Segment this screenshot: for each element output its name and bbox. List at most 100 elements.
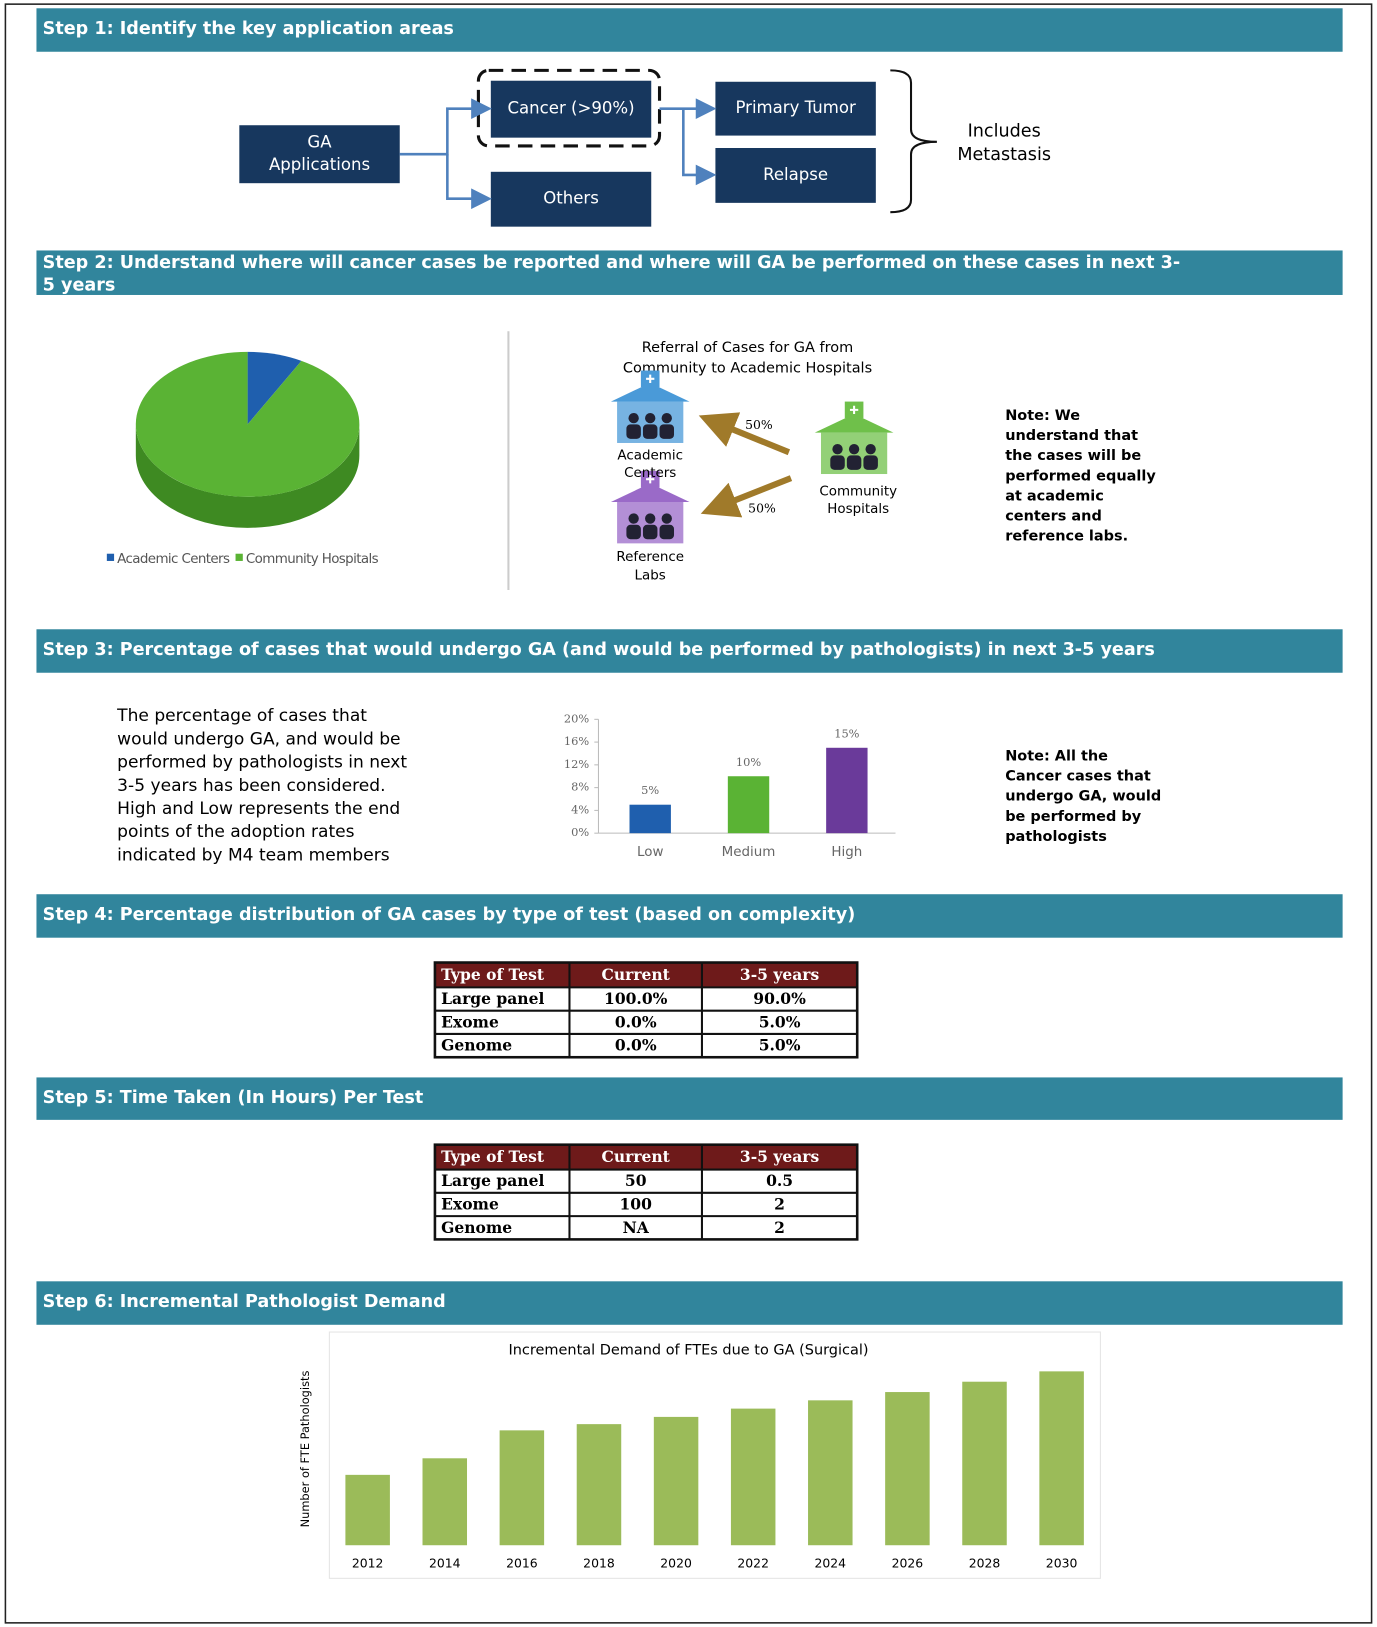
x-tick-label: 2012	[352, 1555, 384, 1570]
brace-note: Metastasis	[957, 145, 1051, 165]
chart-title: Incremental Demand of FTEs due to GA (Su…	[508, 1343, 868, 1359]
brace-note: Includes	[968, 121, 1041, 141]
icon-label: Reference	[616, 550, 684, 565]
table-cell: 0.0%	[615, 1012, 657, 1031]
community-icon	[865, 444, 876, 455]
icon-label: Academic	[617, 448, 683, 463]
note-text: Note: We	[1005, 408, 1080, 424]
note-text: Note: All the	[1005, 749, 1108, 765]
step-header	[36, 8, 1343, 52]
table-cell: 2	[774, 1218, 785, 1237]
x-tick-label: 2016	[506, 1555, 538, 1570]
node	[715, 148, 876, 203]
pie-side	[135, 424, 360, 528]
bar	[885, 1392, 930, 1546]
connector	[399, 98, 492, 156]
node	[490, 80, 652, 138]
body-text: The percentage of cases that	[116, 706, 367, 726]
connector	[446, 154, 492, 210]
x-tick-label: 2028	[969, 1555, 1001, 1570]
legend-label: Community Hospitals	[246, 552, 379, 567]
node	[239, 125, 400, 184]
node-label: Relapse	[763, 165, 828, 184]
table-cell: Large panel	[441, 989, 544, 1008]
table-header: 3-5 years	[740, 965, 820, 984]
academic-icon	[659, 424, 675, 439]
node-label: GA	[307, 132, 332, 151]
x-tick-label: 2020	[660, 1555, 692, 1570]
table-header: Type of Test	[441, 1147, 545, 1166]
academic-icon	[661, 412, 672, 424]
y-tick-label: 0%	[571, 825, 589, 839]
node-label: Cancer (>90%)	[507, 99, 634, 118]
x-tick-label: Medium	[722, 845, 776, 860]
referral-title: Referral of Cases for GA from	[642, 340, 853, 356]
step-header	[36, 629, 1343, 673]
y-tick-label: 12%	[564, 757, 589, 771]
y-tick-label: 8%	[571, 780, 589, 794]
legend-swatch	[106, 553, 115, 561]
body-text: performed by pathologists in next	[117, 753, 407, 773]
academic-icon	[642, 424, 658, 439]
table-cell: 5.0%	[759, 1012, 801, 1031]
y-tick-label: 4%	[571, 802, 589, 816]
note-text: Cancer cases that	[1005, 769, 1151, 785]
step-header	[36, 894, 1343, 938]
step-header	[36, 1281, 1343, 1325]
x-tick-label: 2014	[429, 1555, 461, 1570]
note-text: at academic	[1005, 488, 1104, 504]
community-icon	[863, 455, 878, 470]
table-cell: Genome	[441, 1036, 512, 1055]
referral-arrow	[700, 475, 793, 518]
table-header-bg	[434, 1144, 858, 1170]
step-header-text: Step 4: Percentage distribution of GA ca…	[43, 905, 856, 925]
table-cell: Exome	[441, 1195, 499, 1214]
table-cell: 90.0%	[753, 989, 806, 1008]
bar	[1039, 1371, 1084, 1546]
academic-icon	[646, 374, 655, 383]
dashed-box	[476, 68, 662, 148]
y-tick-label: 16%	[564, 734, 589, 748]
note-text: undergo GA, would	[1005, 789, 1161, 805]
table-header-bg	[434, 962, 858, 988]
step-header-text: Step 2: Understand where will cancer cas…	[43, 253, 1181, 273]
body-text: 3-5 years has been considered.	[117, 776, 385, 796]
community-icon	[832, 444, 843, 455]
labs-icon	[628, 513, 639, 524]
bar	[727, 776, 770, 834]
labs-icon	[610, 483, 690, 502]
node	[490, 171, 652, 227]
value-label: 10%	[736, 755, 761, 769]
body-text: would undergo GA, and would be	[117, 729, 400, 749]
step-header-text: 5 years	[43, 276, 116, 296]
icon-label: Community	[819, 485, 897, 500]
community-icon	[814, 413, 894, 433]
step-header-text: Step 3: Percentage of cases that would u…	[43, 640, 1155, 660]
node	[715, 81, 876, 136]
share-label: 50%	[748, 501, 776, 516]
icon-label: Labs	[635, 568, 666, 583]
step-header	[36, 250, 1343, 295]
table-cell: NA	[623, 1218, 650, 1237]
legend-swatch	[235, 553, 243, 561]
pie-slice	[135, 351, 360, 497]
table-cell: 100	[620, 1195, 653, 1214]
icon-label: Hospitals	[827, 502, 889, 517]
connector	[682, 108, 717, 186]
note-text: understand that	[1005, 428, 1138, 444]
x-tick-label: Low	[637, 845, 663, 860]
pie-slice	[247, 351, 302, 425]
brace	[890, 69, 937, 214]
academic-icon	[645, 412, 656, 424]
note-text: pathologists	[1005, 829, 1107, 845]
bar	[422, 1458, 468, 1546]
table-cell: 0.5	[766, 1171, 793, 1190]
step-header-text: Step 5: Time Taken (In Hours) Per Test	[43, 1088, 424, 1108]
step-header-text: Step 1: Identify the key application are…	[43, 19, 454, 39]
note-text: be performed by	[1005, 809, 1142, 825]
note-text: reference labs.	[1005, 529, 1128, 545]
table-header: Current	[602, 965, 671, 984]
x-tick-label: 2018	[583, 1555, 615, 1570]
labs-icon	[646, 475, 655, 484]
